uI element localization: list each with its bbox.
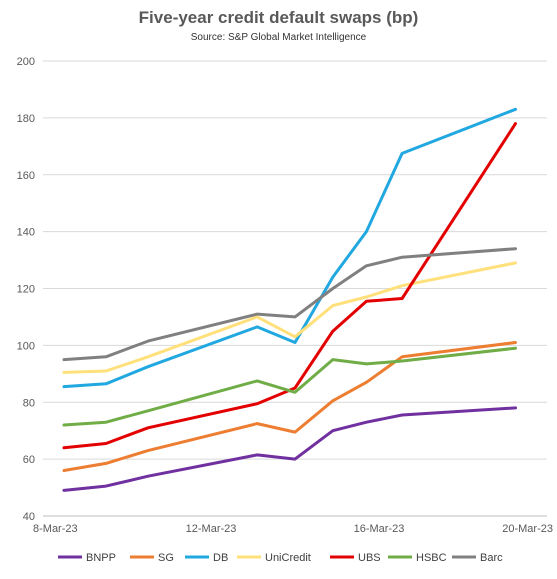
series-line-unicredit [62,261,517,374]
series-line-sg [62,341,517,472]
legend-label-db: DB [213,552,228,564]
x-tick-label: 12-Mar-23 [186,523,237,535]
legend-label-sg: SG [158,552,174,564]
x-tick-label: 8-Mar-23 [33,523,78,535]
y-tick-label: 60 [23,454,35,466]
legend-label-hsbc: HSBC [416,552,447,564]
legend-label-bnpp: BNPP [86,552,116,564]
y-tick-label: 80 [23,397,35,409]
y-tick-label: 200 [17,56,35,68]
legend-label-unicredit: UniCredit [265,552,311,564]
y-tick-label: 180 [17,113,35,125]
y-tick-label: 100 [17,340,35,352]
chart-subtitle: Source: S&P Global Market Intelligence [190,32,367,43]
x-tick-label: 20-Mar-23 [502,523,553,535]
series-line-bnpp [62,406,517,492]
chart-title: Five-year credit default swaps (bp) [138,8,419,27]
x-tick-label: 16-Mar-23 [354,523,405,535]
y-tick-label: 160 [17,170,35,182]
y-tick-label: 120 [17,284,35,296]
series-line-hsbc [62,346,517,427]
series-line-ubs [62,122,517,450]
y-tick-label: 40 [23,511,35,523]
y-tick-label: 140 [17,227,35,239]
legend-label-ubs: UBS [358,552,381,564]
series-line-barc [62,247,517,362]
legend-label-barc: Barc [480,552,503,564]
series-line-db [62,107,517,389]
